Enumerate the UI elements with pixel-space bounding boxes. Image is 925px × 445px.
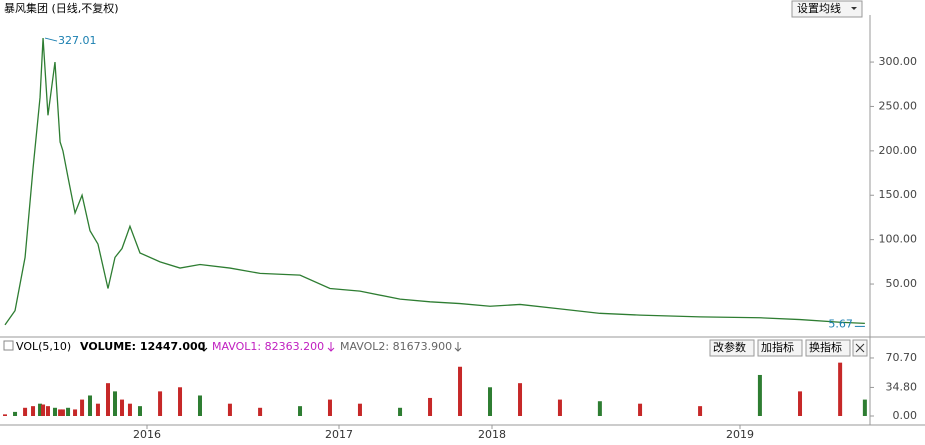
volume-bar (638, 403, 643, 416)
x-tick-label: 2018 (478, 428, 506, 441)
collapse-box[interactable] (3, 340, 14, 351)
y-tick-label: 0.00 (893, 409, 918, 422)
annotation-label: 327.01 (58, 34, 97, 47)
indicator-button-label[interactable]: 加指标 (761, 340, 794, 354)
volume-readout: VOLUME: 12447.000 (80, 340, 206, 353)
volume-bar (45, 406, 50, 416)
y-tick-label: 34.80 (886, 380, 918, 393)
indicator-button-label[interactable]: 换指标 (809, 340, 842, 354)
x-tick-label: 2017 (325, 428, 353, 441)
volume-bar (862, 399, 867, 416)
volume-bar (227, 403, 232, 416)
down-arrow (327, 342, 335, 352)
ma-button[interactable] (791, 0, 863, 18)
volume-bar (80, 399, 85, 416)
volume-bar (127, 403, 132, 416)
chart-title: 暴风集团 (日线,不复权) (4, 1, 119, 15)
x-tick-label: 2019 (726, 428, 754, 441)
volume-bar (31, 406, 36, 416)
mavol2-readout: MAVOL2: 81673.900 (340, 340, 452, 353)
down-arrow (454, 342, 462, 352)
y-tick-label: 250.00 (879, 99, 918, 112)
volume-bar (113, 391, 118, 416)
volume-bar (13, 411, 18, 416)
volume-bar (357, 403, 362, 416)
volume-bar (73, 409, 78, 416)
y-tick-label: 70.70 (886, 351, 918, 364)
volume-bar (137, 406, 142, 416)
volume-bar (120, 399, 125, 416)
indicator-name: VOL(5,10) (16, 340, 71, 353)
volume-bar (88, 395, 93, 416)
volume-bar (757, 374, 762, 416)
volume-bar (66, 407, 71, 416)
down-arrow (200, 342, 208, 352)
annotation-label: 5.67 (828, 317, 853, 330)
y-tick-label: 150.00 (879, 188, 918, 201)
volume-bar (58, 409, 63, 416)
volume-bar (518, 383, 523, 416)
close-icon (855, 343, 865, 353)
volume-bar (178, 387, 183, 416)
volume-bar (838, 362, 843, 416)
volume-bar (23, 407, 28, 416)
volume-bar (95, 403, 100, 416)
volume-bar (327, 399, 332, 416)
y-tick-label: 200.00 (879, 144, 918, 157)
volume-bar (258, 407, 263, 416)
volume-bar (60, 409, 65, 416)
volume-bar (105, 383, 110, 416)
ma-button-label[interactable]: 设置均线 (797, 1, 841, 15)
x-tick-label: 2016 (133, 428, 161, 441)
price-line (4, 38, 865, 326)
volume-bar (52, 407, 57, 416)
volume-bar (298, 406, 303, 416)
volume-bar (38, 403, 43, 416)
y-tick-label: 300.00 (879, 55, 918, 68)
annotation-arrow (44, 37, 58, 42)
volume-bar (428, 397, 433, 416)
volume-bar (3, 414, 7, 416)
volume-bar (158, 391, 163, 416)
volume-bar (197, 395, 202, 416)
indicator-button[interactable] (805, 339, 851, 357)
indicator-button-label[interactable]: 改参数 (713, 340, 746, 354)
volume-bar (557, 399, 562, 416)
volume-bar (458, 366, 463, 416)
volume-bar (488, 387, 493, 416)
y-tick-label: 50.00 (886, 277, 918, 290)
volume-bar (398, 407, 403, 416)
dropdown-icon (851, 7, 857, 10)
volume-bar (698, 406, 703, 416)
mavol1-readout: MAVOL1: 82363.200 (212, 340, 324, 353)
indicator-button[interactable] (709, 339, 755, 357)
volume-bar (798, 391, 803, 416)
volume-bar (597, 401, 602, 416)
indicator-button[interactable] (757, 339, 803, 357)
volume-bar (41, 404, 46, 416)
y-tick-label: 100.00 (879, 233, 918, 246)
